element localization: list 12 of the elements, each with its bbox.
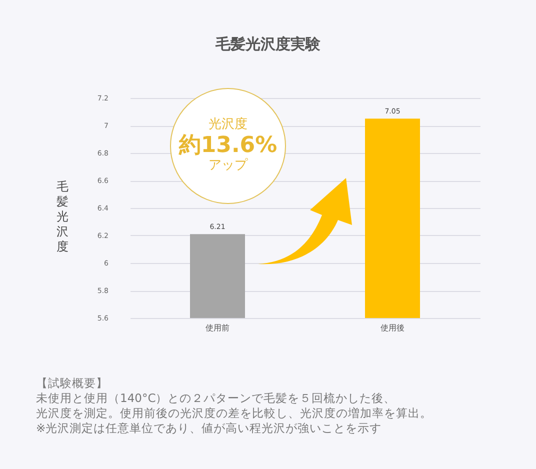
annotation: アップ <box>208 158 248 174</box>
x-tick-label: 使用前 <box>206 324 230 332</box>
annotation: 約13.6% <box>178 133 278 158</box>
annotation: 光沢度 <box>208 117 248 134</box>
chart-title: 毛髪光沢度実験 <box>214 35 322 53</box>
text: 光沢度を測定。使用前後の光沢度の差を比較し、光沢度の増加率を算出。 <box>36 406 432 421</box>
text: ※光沢測定は任意単位であり、値が高い程光沢が強いことを示す <box>36 421 383 436</box>
text: 【試験概要】 <box>36 376 109 391</box>
circle-badge: 光沢度 約13.6% アップ <box>170 88 286 204</box>
x-tick-label: 使用後 <box>380 324 404 332</box>
text: 未使用と使用（140°C）との２パターンで毛髪を５回梳かした後、 <box>36 391 397 406</box>
y-axis-title: 毛髪光沢度 <box>56 180 68 254</box>
